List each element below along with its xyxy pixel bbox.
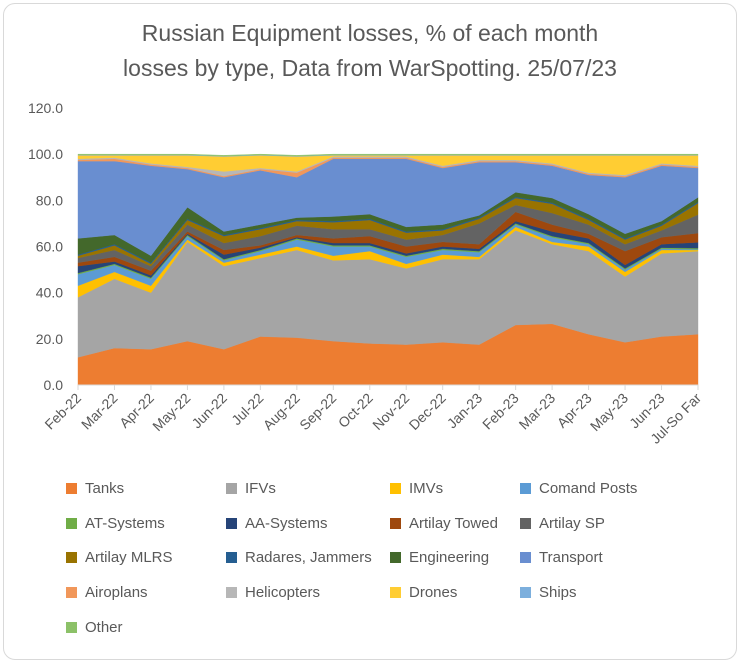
legend-item: Artilay Towed [390, 515, 498, 532]
legend-swatch [66, 621, 77, 633]
legend-item: Other [66, 619, 123, 636]
legend-swatch [226, 552, 237, 564]
legend-label: AA-Systems [245, 514, 328, 532]
y-tick-label: 100.0 [28, 146, 63, 162]
chart-title-line-1: Russian Equipment losses, % of each mont… [141, 20, 599, 46]
legend-swatch [390, 517, 401, 529]
legend-swatch [390, 552, 401, 564]
x-tick-label: Oct-22 [335, 390, 376, 431]
y-tick-label: 20.0 [36, 331, 63, 347]
legend-label: IMVs [409, 480, 444, 497]
x-tick-label: May-22 [149, 390, 193, 434]
legend-item: Transport [520, 549, 603, 566]
legend-label: Other [85, 618, 123, 636]
legend-item: Ships [520, 584, 577, 601]
legend-swatch [520, 552, 531, 564]
legend-swatch [66, 552, 77, 564]
x-tick-label: May-23 [587, 390, 631, 434]
legend-swatch [66, 483, 77, 494]
y-tick-label: 0.0 [44, 377, 64, 393]
legend-swatch [390, 483, 401, 494]
x-tick-label: Dec-22 [406, 390, 449, 433]
legend-label: Transport [539, 549, 603, 567]
legend-item: Tanks [66, 480, 124, 497]
legend-label: Helicopters [245, 584, 321, 602]
x-tick-label: Aug-22 [260, 390, 303, 433]
legend-swatch [226, 483, 237, 494]
legend-item: AT-Systems [66, 515, 165, 532]
legend-item: IMVs [390, 480, 443, 497]
legend-label: Ships [539, 584, 577, 602]
legend-swatch [390, 587, 401, 599]
legend-label: IFVs [245, 480, 276, 497]
legend-swatch [226, 587, 237, 599]
legend-item: Engineering [390, 549, 489, 566]
legend-swatch [520, 517, 531, 529]
legend-swatch [520, 587, 531, 599]
x-tick-label: Jun-22 [188, 390, 230, 432]
y-tick-label: 120.0 [28, 100, 63, 116]
legend-label: Artilay SP [539, 514, 605, 532]
legend-swatch [226, 517, 237, 529]
legend-swatch [66, 587, 77, 599]
legend-item: Airoplans [66, 584, 148, 601]
legend-item: Drones [390, 584, 457, 601]
legend-item: Artilay MLRS [66, 549, 173, 566]
legend-item: Artilay SP [520, 515, 605, 532]
x-tick-label: Feb-22 [41, 390, 84, 433]
legend-swatch [66, 517, 77, 529]
y-tick-label: 40.0 [36, 285, 63, 301]
x-tick-label: Mar-22 [78, 390, 121, 433]
legend-item: Comand Posts [520, 480, 637, 497]
legend-label: Artilay Towed [409, 514, 498, 532]
legend-label: Radares, Jammers [245, 549, 372, 567]
area-series-other [77, 153, 699, 157]
x-tick-label: Feb-23 [479, 390, 522, 433]
y-tick-label: 60.0 [36, 239, 63, 255]
chart-title: Russian Equipment losses, % of each mont… [0, 16, 740, 86]
legend-label: Comand Posts [539, 480, 638, 497]
y-tick-label: 80.0 [36, 192, 63, 208]
legend-item: Radares, Jammers [226, 549, 372, 566]
legend-label: Airoplans [85, 584, 148, 602]
chart-title-line-2: losses by type, Data from WarSpotting. 2… [123, 55, 617, 81]
legend-label: Engineering [409, 549, 490, 567]
legend-label: Drones [409, 584, 458, 602]
legend-item: IFVs [226, 480, 276, 497]
legend-label: AT-Systems [85, 514, 165, 532]
x-tick-label: Sep-22 [296, 390, 339, 433]
x-tick-label: Nov-22 [369, 390, 412, 433]
x-tick-label: Mar-23 [516, 390, 559, 433]
legend-item: AA-Systems [226, 515, 328, 532]
legend-item: Helicopters [226, 584, 320, 601]
legend-swatch [520, 483, 531, 494]
legend-label: Artilay MLRS [85, 549, 173, 567]
legend-label: Tanks [85, 480, 125, 497]
x-tick-label: Jan-23 [444, 390, 486, 432]
